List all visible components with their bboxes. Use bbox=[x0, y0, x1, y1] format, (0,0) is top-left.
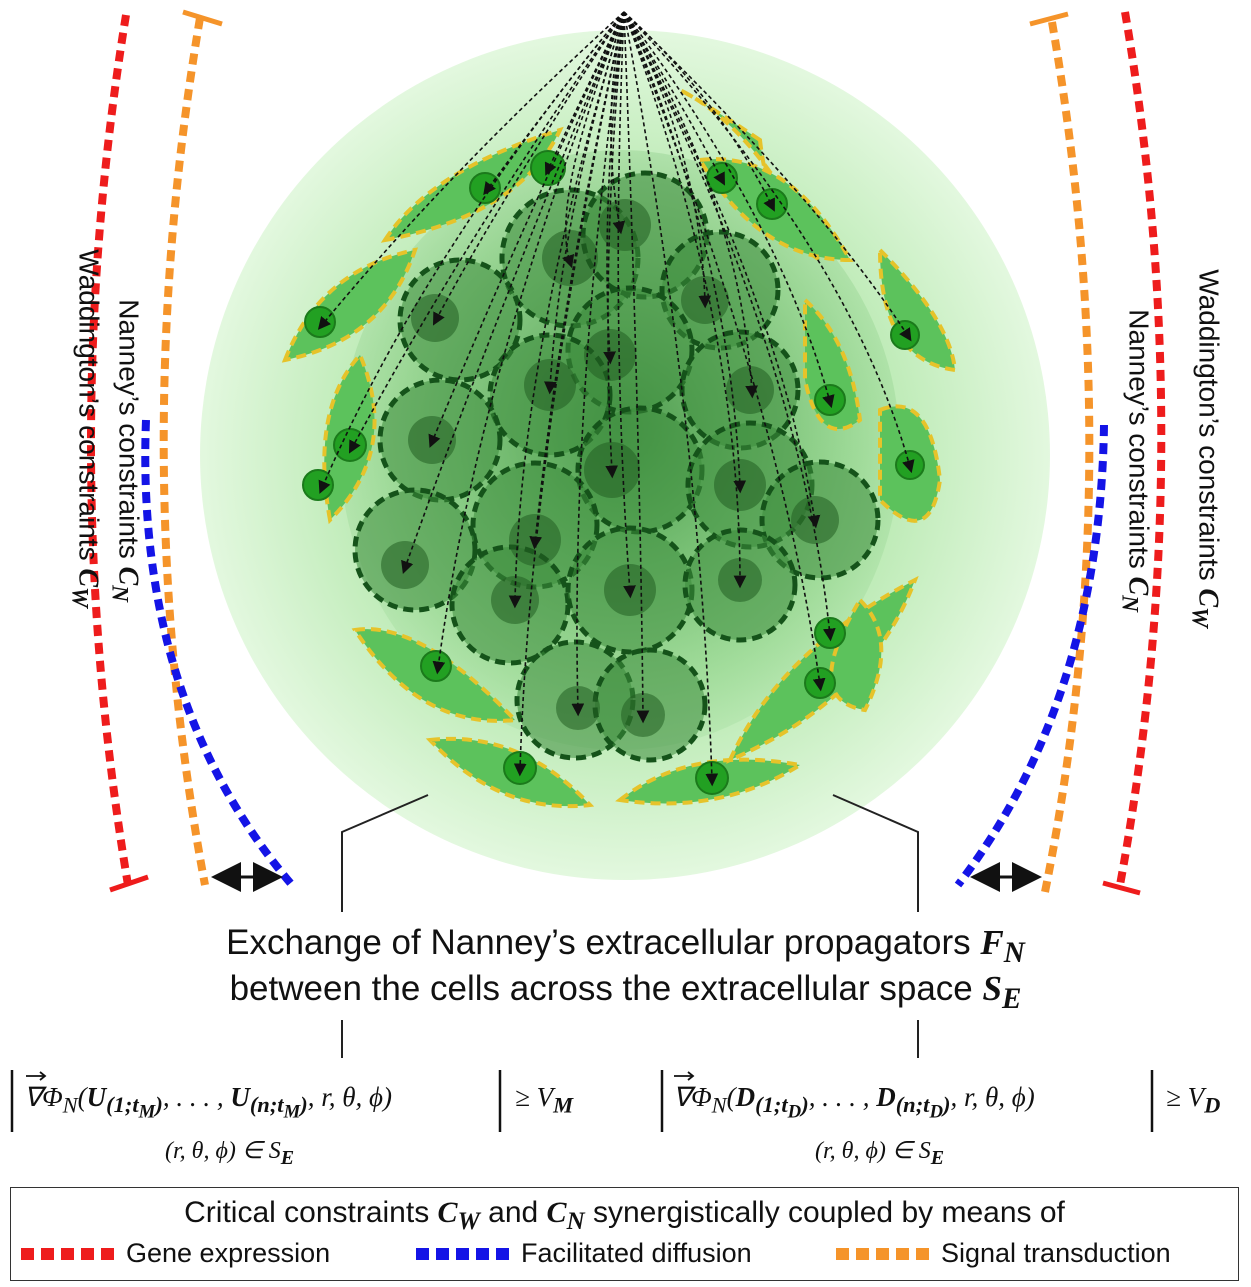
gene-expression-swatch bbox=[21, 1247, 116, 1260]
equation-bars bbox=[10, 1070, 1154, 1132]
right-nanney-line bbox=[1041, 21, 1094, 893]
left-caps bbox=[109, 9, 223, 893]
left-constraints bbox=[87, 14, 296, 888]
signal-transduction-swatch bbox=[836, 1247, 931, 1260]
caption-line-2: between the cells across the extracellul… bbox=[229, 969, 1022, 1015]
right-equation-rhs: ≥ VD bbox=[1166, 1082, 1221, 1118]
left-equation-domain: (r, θ, ϕ) ∈ SE bbox=[165, 1138, 295, 1169]
legend-item-signal-transduction: Signal transduction bbox=[836, 1238, 1171, 1269]
left-nanney-line bbox=[159, 17, 209, 886]
legend-item-gene-expression: Gene expression bbox=[21, 1238, 330, 1269]
right-waddington-line bbox=[1116, 11, 1166, 886]
left-nanney-label: Nanney’s constraints CN bbox=[106, 299, 145, 603]
left-waddington-label: Waddington’s constraints CW bbox=[66, 249, 105, 608]
right-equation: ∇ΦN(D(1;tD), . . . , D(n;tD), r, θ, ϕ) bbox=[673, 1082, 1035, 1123]
legend: Critical constraints CW and CN synergist… bbox=[10, 1187, 1239, 1281]
right-equation-domain: (r, θ, ϕ) ∈ SE bbox=[815, 1138, 945, 1169]
right-nanney-label: Nanney’s constraints CN bbox=[1116, 309, 1155, 613]
right-constraints bbox=[954, 11, 1166, 893]
caption-line-1: Exchange of Nanney’s extracellular propa… bbox=[226, 923, 1025, 969]
left-equation-rhs: ≥ VM bbox=[515, 1082, 574, 1118]
left-waddington-line bbox=[87, 14, 132, 886]
nabla-vector-arrows bbox=[26, 1071, 695, 1081]
callout-lines bbox=[341, 794, 919, 1058]
facilitated-diffusion-swatch bbox=[416, 1247, 511, 1260]
legend-item-facilitated-diffusion: Facilitated diffusion bbox=[416, 1238, 752, 1269]
cell bbox=[397, 257, 523, 383]
propagator-arrows bbox=[317, 11, 915, 787]
right-caps bbox=[1029, 11, 1141, 896]
left-equation: ∇ΦN(U(1;tM), . . . , U(n;tM), r, θ, ϕ) bbox=[24, 1082, 392, 1123]
legend-title: Critical constraints CW and CN synergist… bbox=[184, 1196, 1065, 1235]
right-waddington-label: Waddington’s constraints CW bbox=[1186, 269, 1225, 628]
right-diffusion-line bbox=[954, 424, 1108, 888]
left-diffusion-line bbox=[141, 419, 296, 888]
